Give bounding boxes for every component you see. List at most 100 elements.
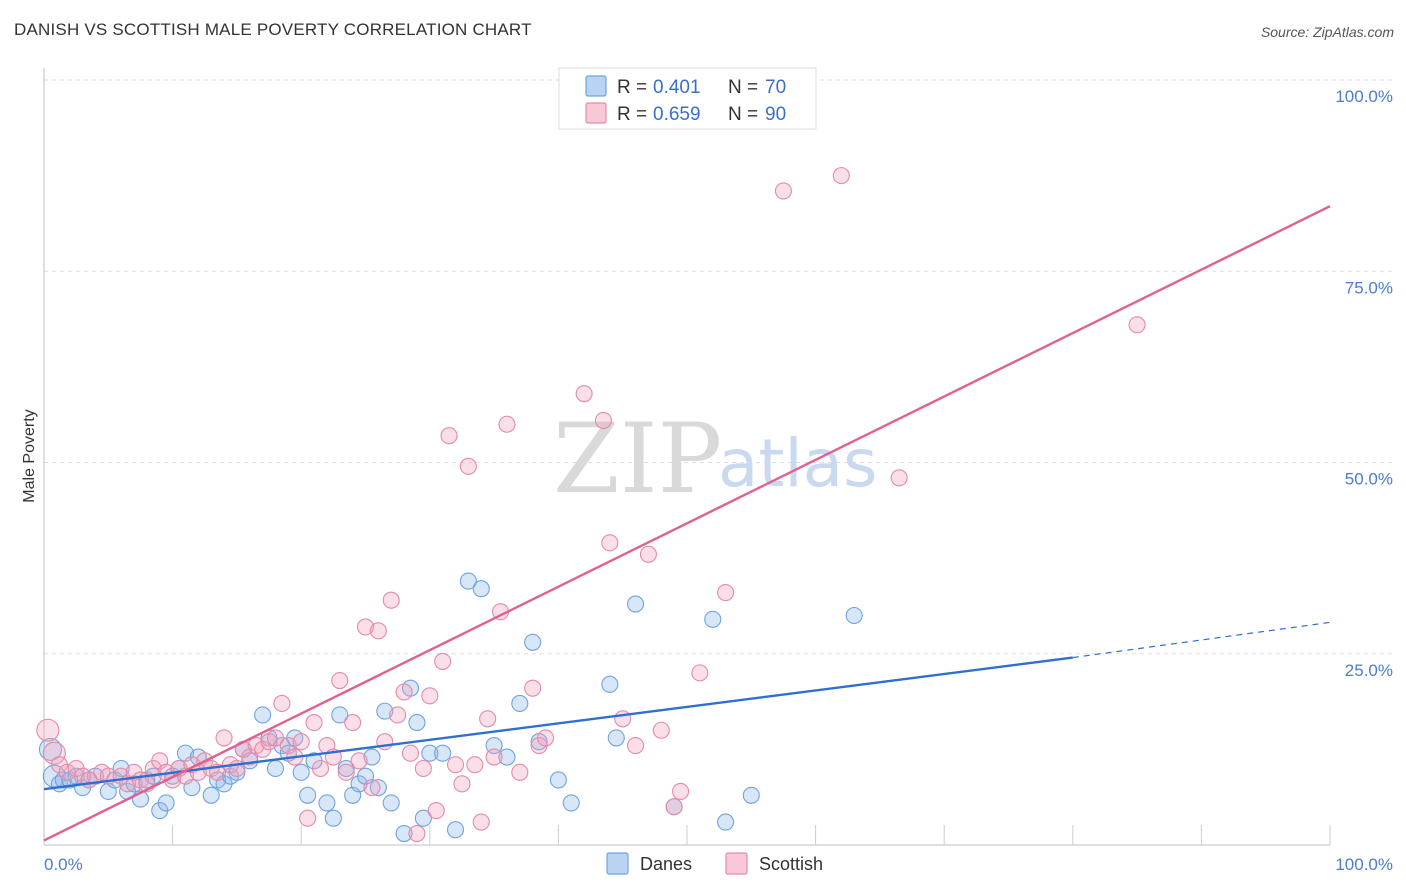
point-danes-58: [459, 572, 477, 590]
point-danes-51: [395, 824, 413, 843]
point-danes-61: [498, 748, 516, 766]
legend: R = 0.401 N = 70 R = 0.659 N = 90: [558, 67, 817, 130]
point-scottish-79: [639, 545, 657, 563]
point-danes-24: [202, 786, 220, 804]
point-danes-48: [369, 779, 387, 797]
point-scottish-81: [665, 798, 683, 816]
legend-swatch-danes: [585, 75, 607, 97]
trend-line-danes: [43, 656, 1073, 791]
point-danes-42: [331, 706, 349, 724]
point-scottish-45: [344, 714, 362, 732]
point-scottish-89: [1128, 316, 1146, 334]
legend-danes-r-label: R =: [617, 77, 647, 98]
chart-title: DANISH VS SCOTTISH MALE POVERTY CORRELAT…: [14, 20, 532, 39]
point-scottish-53: [395, 683, 413, 701]
point-scottish-59: [434, 652, 452, 670]
y-tick-label-75: 75.0%: [1345, 278, 1393, 297]
point-danes-65: [549, 771, 567, 789]
point-scottish-77: [614, 710, 632, 728]
series-danes-points: [38, 572, 863, 843]
point-scottish-73: [536, 729, 555, 747]
trend-line-scottish: [43, 205, 1331, 842]
point-danes-53: [408, 714, 426, 732]
y-tick-label-100: 100.0%: [1335, 87, 1393, 106]
y-tick-labels: 25.0% 50.0% 75.0% 100.0%: [1335, 87, 1393, 680]
point-danes-63: [524, 633, 542, 651]
point-scottish-54: [401, 744, 420, 762]
point-scottish-63: [459, 457, 477, 475]
point-danes-47: [363, 748, 381, 766]
y-axis-title: Male Poverty: [21, 409, 38, 502]
y-tick-label-50: 50.0%: [1345, 470, 1393, 489]
trend-line-danes-extension: [1072, 621, 1331, 659]
chart-source: Source: ZipAtlas.com: [1260, 24, 1394, 40]
point-scottish-52: [389, 706, 407, 724]
legend-scottish-r-value: 0.659: [653, 104, 701, 125]
point-scottish-37: [292, 733, 310, 751]
point-scottish-38: [299, 809, 317, 827]
x-tick-label-min: 0.0%: [44, 855, 83, 874]
point-danes-56: [434, 744, 452, 762]
point-scottish-33: [266, 729, 285, 747]
point-scottish-64: [466, 756, 484, 774]
point-danes-67: [601, 675, 619, 693]
bottom-legend-swatch-scottish: [725, 852, 748, 875]
point-danes-62: [511, 694, 529, 713]
point-danes-54: [414, 809, 432, 827]
point-scottish-51: [382, 591, 400, 609]
point-scottish-58: [427, 802, 445, 820]
bottom-legend-label-danes: Danes: [640, 854, 692, 874]
point-scottish-80: [652, 721, 670, 739]
point-scottish-67: [485, 748, 503, 766]
trend-lines: [43, 205, 1331, 842]
point-scottish-48: [363, 779, 381, 797]
point-scottish-46: [350, 752, 368, 770]
point-scottish-74: [575, 385, 593, 403]
point-danes-69: [704, 610, 722, 628]
point-scottish-71: [524, 679, 542, 697]
point-scottish-88: [890, 469, 908, 487]
x-tick-label-max: 100.0%: [1335, 855, 1393, 874]
point-scottish-0: [36, 718, 60, 742]
y-tick-label-25: 25.0%: [1345, 661, 1393, 680]
bottom-legend: Danes Scottish: [606, 852, 823, 875]
point-scottish-84: [717, 583, 735, 602]
point-danes-50: [382, 794, 400, 812]
point-danes-71: [717, 813, 735, 831]
point-danes-43: [337, 759, 355, 778]
watermark-zip: ZIP: [553, 403, 722, 515]
point-scottish-39: [305, 714, 323, 732]
watermark-atlas: atlas: [718, 425, 878, 502]
point-danes-38: [299, 786, 317, 804]
bottom-legend-label-scottish: Scottish: [759, 854, 823, 874]
watermark: ZIP atlas: [553, 403, 878, 515]
point-scottish-65: [472, 813, 490, 831]
point-danes-41: [324, 809, 342, 827]
point-scottish-83: [691, 664, 709, 682]
legend-scottish-n-value: 90: [765, 104, 786, 125]
point-scottish-34: [273, 694, 291, 713]
point-scottish-56: [414, 759, 432, 778]
point-scottish-60: [440, 427, 458, 445]
point-scottish-25: [215, 729, 233, 747]
point-danes-31: [254, 706, 272, 724]
point-danes-73: [845, 606, 863, 625]
point-danes-37: [292, 763, 310, 781]
point-scottish-87: [832, 167, 850, 185]
point-scottish-61: [446, 756, 465, 774]
bottom-legend-swatch-danes: [606, 852, 629, 875]
point-scottish-57: [421, 687, 439, 705]
point-scottish-66: [479, 710, 497, 728]
point-scottish-43: [331, 671, 349, 690]
point-danes-33: [266, 759, 285, 778]
legend-scottish-r-label: R =: [617, 104, 647, 125]
point-scottish-76: [601, 534, 619, 552]
legend-danes-n-label: N =: [728, 77, 758, 98]
point-scottish-49: [369, 622, 387, 640]
point-scottish-44: [337, 763, 355, 781]
point-scottish-69: [498, 415, 516, 433]
series-scottish-points: [36, 71, 1146, 843]
legend-danes-n-value: 70: [765, 77, 786, 98]
point-danes-68: [627, 595, 645, 613]
